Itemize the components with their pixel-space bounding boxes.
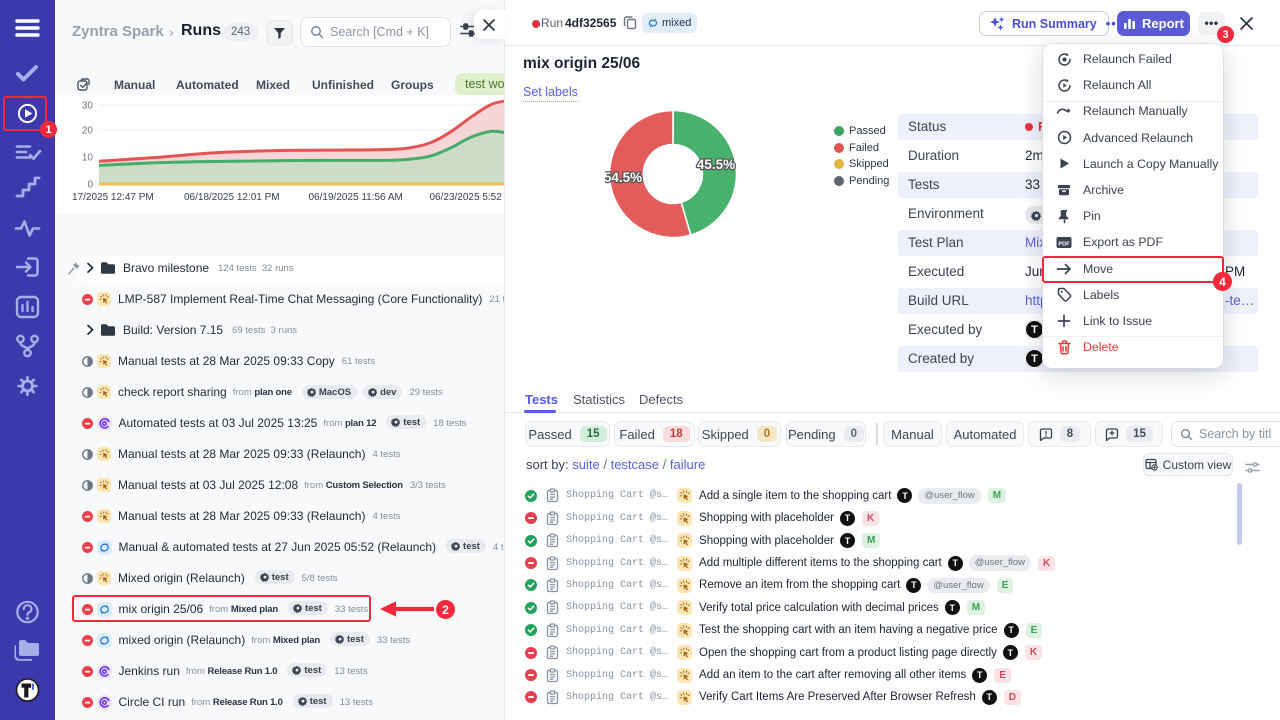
svg-text:06/19/2025 11:56 AM: 06/19/2025 11:56 AM xyxy=(309,192,403,203)
svg-text:06/23/2025 5:52 P: 06/23/2025 5:52 P xyxy=(430,192,505,203)
svg-text:20: 20 xyxy=(82,126,94,137)
svg-text:06/18/2025 12:01 PM: 06/18/2025 12:01 PM xyxy=(184,192,280,203)
svg-text:PDF: PDF xyxy=(1058,241,1070,247)
svg-text:10: 10 xyxy=(82,153,94,164)
svg-text:30: 30 xyxy=(82,101,94,112)
svg-text:17/2025 12:47 PM: 17/2025 12:47 PM xyxy=(72,192,154,203)
svg-text:0: 0 xyxy=(87,180,93,191)
svg-text:54.5%: 54.5% xyxy=(605,170,642,185)
svg-text:45.5%: 45.5% xyxy=(697,157,735,172)
